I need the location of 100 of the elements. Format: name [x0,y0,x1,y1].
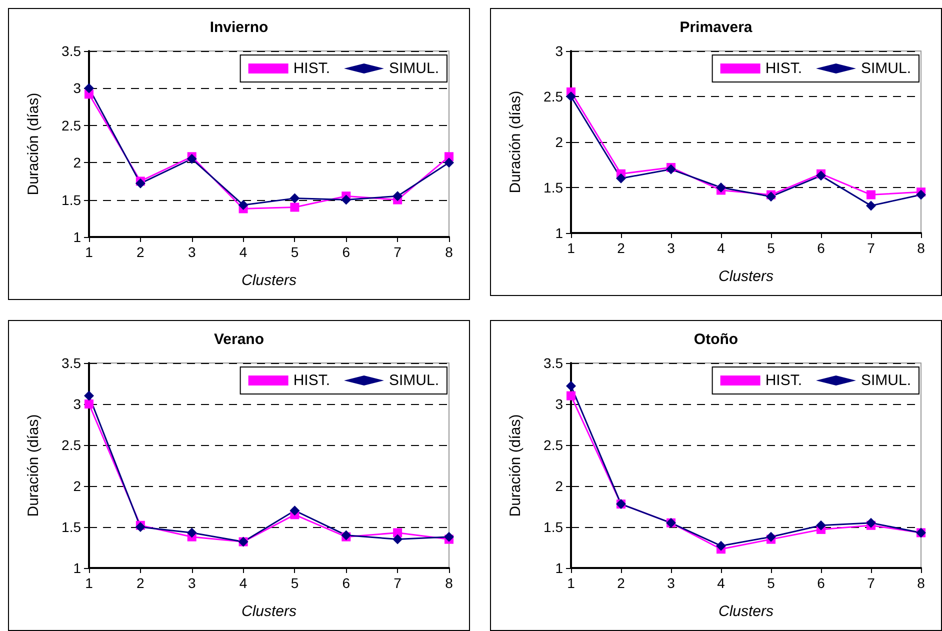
x-tick-label: 8 [445,244,454,260]
x-tick-label: 5 [290,575,299,591]
y-tick-label: 1 [73,560,82,576]
y-tick-label: 2.5 [62,437,82,453]
point [666,164,676,174]
x-tick-label: 5 [767,240,776,256]
x-tick-label: 5 [290,244,299,260]
x-tick-label: 4 [239,244,248,260]
x-axis-title: Clusters [718,603,774,620]
point [616,173,626,184]
chart-title: Otoño [694,331,738,348]
legend-label: HIST. [293,372,330,389]
y-tick-label: 1.5 [544,180,564,196]
x-tick-label: 6 [342,244,350,260]
y-tick-label: 2.5 [544,437,564,453]
point [393,528,402,538]
y-tick-label: 3.5 [62,43,82,59]
point [84,400,94,408]
x-tick-label: 4 [717,575,726,591]
x-tick-label: 7 [867,575,876,591]
x-axis-title: Clusters [718,268,774,285]
point [716,182,726,192]
x-tick-label: 3 [188,575,196,591]
legend-label: HIST. [765,60,802,77]
point [866,200,876,211]
x-tick-label: 4 [239,575,248,591]
legend-label: SIMUL. [860,60,912,77]
y-axis-title: Duración (días) [25,414,42,517]
point [566,92,576,102]
x-tick-label: 5 [767,575,776,591]
chart-title: Invierno [210,19,268,36]
x-tick-label: 2 [617,575,626,591]
x-tick-label: 1 [567,240,576,256]
y-tick-label: 3.5 [62,355,82,371]
point [444,532,454,542]
y-tick-label: 1 [555,560,564,576]
x-tick-label: 7 [867,240,876,256]
x-tick-label: 6 [817,240,826,256]
chart-title: Verano [214,331,264,348]
y-tick-label: 3 [73,396,82,412]
y-axis-title: Duración (días) [25,92,42,196]
point [444,158,454,168]
x-tick-label: 7 [394,575,402,591]
y-tick-label: 1 [73,229,82,245]
legend-label: HIST. [293,60,330,77]
x-tick-label: 8 [917,575,926,591]
x-tick-label: 1 [85,244,94,260]
point [84,390,94,401]
x-tick-label: 6 [342,575,350,591]
x-tick-label: 4 [717,240,726,256]
point [866,190,876,200]
x-tick-label: 2 [136,575,145,591]
y-axis-title: Duración (días) [507,414,524,517]
point [290,506,300,516]
y-tick-label: 2 [73,154,82,171]
y-axis-title: Duración (días) [507,90,524,194]
x-axis-title: Clusters [241,603,298,620]
x-tick-label: 8 [917,240,926,256]
y-tick-label: 2 [73,478,82,494]
x-tick-label: 1 [567,575,576,591]
y-tick-label: 2.5 [544,88,564,104]
point [916,190,926,200]
point [816,170,826,181]
y-tick-label: 1.5 [544,519,564,535]
y-tick-label: 2 [555,478,564,494]
x-tick-label: 3 [667,240,676,256]
point [186,528,197,538]
x-tick-label: 3 [667,575,676,591]
chart-title: Primavera [680,19,753,36]
x-tick-label: 7 [394,244,402,260]
legend-label: SIMUL. [860,372,912,389]
point [135,178,146,188]
point [290,202,300,212]
point [816,520,826,530]
point [290,193,300,204]
y-tick-label: 1.5 [62,519,82,535]
point [566,380,576,391]
legend-label: HIST. [765,372,802,389]
point [716,540,726,551]
point [766,192,776,202]
point [186,154,197,164]
y-tick-label: 1.5 [62,192,82,208]
x-tick-label: 2 [617,240,626,256]
point [392,534,403,544]
point [238,200,248,210]
x-tick-label: 6 [817,575,826,591]
point [566,391,576,400]
point [392,191,403,202]
point [766,532,776,542]
point [866,518,876,528]
legend-label: SIMUL. [388,372,440,389]
y-tick-label: 2 [555,134,564,150]
x-tick-label: 3 [188,244,196,260]
y-tick-label: 3 [555,43,564,59]
y-tick-label: 3 [73,80,82,96]
x-tick-label: 1 [85,575,94,591]
x-tick-label: 8 [445,575,454,591]
x-axis-title: Clusters [241,272,298,289]
y-tick-label: 2.5 [62,117,82,134]
y-tick-label: 3 [555,396,564,412]
